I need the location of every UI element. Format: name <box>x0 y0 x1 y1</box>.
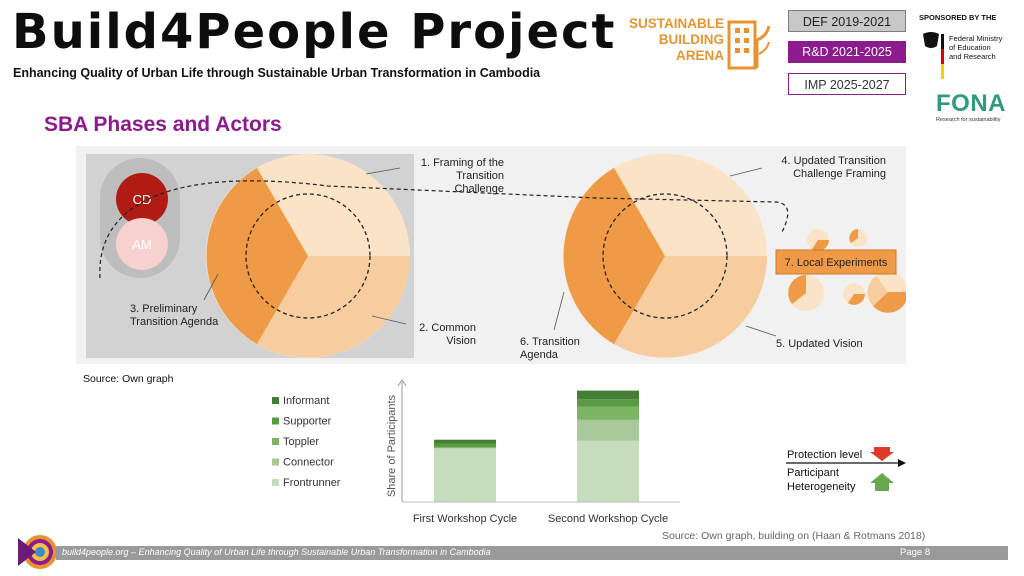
fona-logo: FONA <box>936 90 1006 117</box>
step-3-label: 3. Preliminary Transition Agenda <box>130 303 240 329</box>
chart-bars <box>434 390 639 502</box>
green-arrow-up-icon <box>870 473 894 491</box>
phase-def-badge: DEF 2019-2021 <box>788 10 906 32</box>
legend-label-toppler: Toppler <box>283 436 319 448</box>
step-1-label: 1. Framing of the Transition Challenge <box>404 157 504 196</box>
bar-segment-frontrunner-1 <box>434 448 496 502</box>
section-title: SBA Phases and Actors <box>44 113 282 136</box>
step-5-label: 5. Updated Vision <box>776 338 863 350</box>
legend-swatch-connector <box>272 458 279 466</box>
bar-segment-supporter-2 <box>577 399 639 407</box>
legend-swatch-frontrunner <box>272 479 279 486</box>
step-1-line-1: 1. Framing of the <box>420 157 504 169</box>
step-6-line-2: Agenda <box>520 349 558 361</box>
actor-am-label: AM <box>132 237 152 252</box>
ministry-line-3: and Research <box>949 52 996 61</box>
bar-segment-connector-2 <box>577 419 639 441</box>
eagle-flag-icon <box>923 32 944 79</box>
bar-segment-frontrunner-2 <box>577 440 639 502</box>
legend-swatch-toppler <box>272 438 279 445</box>
step-2-label: 2. Common Vision <box>402 322 476 348</box>
step-2-line-2: Vision <box>446 335 476 347</box>
transition-path <box>99 180 789 279</box>
project-subtitle: Enhancing Quality of Urban Life through … <box>13 66 541 80</box>
logo-line-1: SUSTAINABLE <box>628 16 724 31</box>
chart-source: Source: Own graph, building on (Haan & R… <box>662 530 926 542</box>
ministry-line-1: Federal Ministry <box>949 34 1003 43</box>
heterogeneity-line-2: Heterogeneity <box>787 481 856 493</box>
step-7-label: 7. Local Experiments <box>784 257 888 269</box>
bar-segment-supporter-1 <box>434 443 496 448</box>
x-tick-label-1: First Workshop Cycle <box>413 513 517 525</box>
arrow-right-icon <box>898 459 906 467</box>
x-tick-label-2: Second Workshop Cycle <box>548 513 668 525</box>
legend-label-informant: Informant <box>283 395 329 407</box>
step-3-line-1: 3. Preliminary <box>130 303 198 315</box>
building-logo-icon <box>727 20 771 70</box>
legend-swatch-supporter <box>272 417 279 425</box>
step-2-line-1: 2. Common <box>419 322 476 334</box>
step-4-line-1: 4. Updated Transition <box>781 155 886 167</box>
first-cycle-circle <box>206 154 410 358</box>
experiment-circles <box>788 229 906 313</box>
bar-segment-informant-2 <box>577 390 639 400</box>
step-6-label: 6. Transition Agenda <box>520 336 600 362</box>
sba-logo-text: SUSTAINABLE BUILDING ARENA <box>620 16 724 64</box>
phase-imp-badge: IMP 2025-2027 <box>788 73 906 95</box>
participant-heterogeneity-label: Participant Heterogeneity <box>787 466 856 494</box>
y-axis-label: Share of Participants <box>386 394 398 497</box>
logo-line-3: ARENA <box>675 48 724 63</box>
heterogeneity-line-1: Participant <box>787 467 839 479</box>
protection-heterogeneity-legend <box>786 447 906 491</box>
actor-cd-label: CD <box>133 192 152 207</box>
second-cycle-circle <box>563 154 767 358</box>
chart-legend: Informant Supporter Toppler Connector Frontr… <box>272 395 341 489</box>
red-arrow-down-icon <box>870 447 894 461</box>
footer-bar <box>56 546 1008 560</box>
step-4-line-2: Challenge Framing <box>793 168 886 180</box>
logo-line-2: BUILDING <box>658 32 724 47</box>
legend-label-supporter: Supporter <box>283 416 332 428</box>
ministry-line-2: of Education <box>949 43 991 52</box>
x-tick-labels: First Workshop Cycle Second Workshop Cycl… <box>413 513 668 525</box>
bar-segment-toppler-1 <box>434 447 496 449</box>
phase-rd-badge: R&D 2021-2025 <box>788 41 906 63</box>
protection-level-label: Protection level <box>787 449 863 461</box>
step-1-line-2: Transition Challenge <box>454 170 504 195</box>
bar-segment-informant-1 <box>434 439 496 444</box>
page-number: Page 8 <box>900 547 931 558</box>
ministry-name: Federal Ministry of Education and Resear… <box>949 34 1021 61</box>
sba-phases-diagram: CD AM <box>76 146 906 364</box>
y-axis-arrow-icon <box>397 379 407 387</box>
legend-label-frontrunner: Frontrunner <box>283 477 341 489</box>
actor-cd-circle <box>116 173 168 225</box>
sponsored-label: SPONSORED BY THE <box>919 13 997 22</box>
footer-text: build4people.org – Enhancing Quality of … <box>62 547 491 557</box>
local-experiments-box <box>775 249 897 275</box>
step-4-label: 4. Updated Transition Challenge Framing <box>764 155 886 181</box>
legend-swatch-informant <box>272 397 279 404</box>
fona-subtitle: Research for sustainability <box>936 117 1001 123</box>
actor-am-circle <box>116 218 168 270</box>
b4p-target-logo-icon <box>18 535 57 569</box>
bar-segment-toppler-2 <box>577 406 639 420</box>
legend-label-connector: Connector <box>283 457 334 469</box>
participant-share-chart: Informant Supporter Toppler Connector Frontr… <box>272 379 680 525</box>
step-3-line-2: Transition Agenda <box>130 316 219 328</box>
project-title: Build4People Project <box>12 4 617 60</box>
diagram-source: Source: Own graph <box>83 373 174 385</box>
step-6-line-1: 6. Transition <box>520 336 580 348</box>
